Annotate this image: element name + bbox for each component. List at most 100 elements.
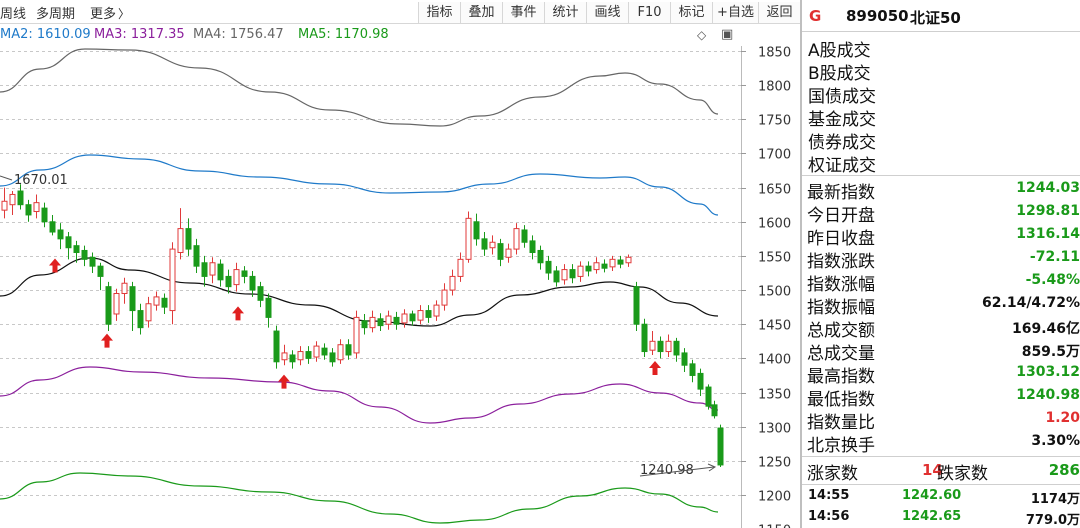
candle (217, 259, 224, 287)
draw-line-button[interactable]: 画线 (586, 2, 628, 23)
candle-body (601, 263, 608, 269)
y-tick-label: 1750 (758, 114, 791, 129)
tick-price: 1242.60 (902, 488, 962, 503)
indicator-button[interactable]: 指标 (418, 2, 460, 23)
y-tick-label: 1450 (758, 319, 791, 334)
chevron-right-icon: 〉 (118, 7, 131, 21)
stat-value: 1244.03 (1016, 180, 1080, 196)
candle (449, 269, 456, 296)
event-button[interactable]: 事件 (502, 2, 544, 23)
candle-body (41, 207, 48, 223)
grid-lines (0, 51, 741, 496)
candle-body (697, 372, 704, 390)
back-button[interactable]: 返回 (758, 2, 800, 23)
candle-body (633, 286, 640, 325)
candle-body (97, 265, 104, 277)
candle-body (705, 386, 712, 407)
candle (193, 238, 200, 273)
candle (369, 310, 376, 333)
candle-body (81, 249, 88, 260)
stat-label: 指数涨跌 (807, 252, 875, 272)
ma3-line (0, 366, 719, 424)
y-tick-label: 1650 (758, 183, 791, 198)
candle (689, 359, 696, 383)
candle (17, 184, 24, 210)
index-name: 北证50 (910, 9, 961, 27)
candle (705, 384, 712, 410)
candle (497, 238, 504, 267)
candle (25, 199, 32, 222)
stat-value: 3.30% (1031, 433, 1080, 449)
add-watchlist-button[interactable]: +自选 (712, 2, 758, 23)
candle (1, 187, 8, 219)
candle-body (105, 286, 112, 325)
index-code: 899050 (846, 7, 909, 25)
candle-body (361, 320, 368, 329)
candle-body (457, 258, 464, 277)
candle (649, 331, 656, 355)
candle (169, 242, 176, 325)
mark-button[interactable]: 标记 (670, 2, 712, 23)
candle (313, 341, 320, 362)
candle-body (281, 352, 288, 361)
buy-arrow-icon (232, 306, 244, 321)
stat-value: 1.20 (1045, 410, 1080, 426)
candle-body (385, 315, 392, 325)
candle-body (401, 313, 408, 324)
candle-body (137, 310, 144, 329)
candle-body (513, 228, 520, 250)
candle-body (489, 241, 496, 249)
tick-time: 14:55 (808, 488, 850, 503)
buy-arrow-icon (649, 360, 661, 375)
y-tick-label: 1850 (758, 46, 791, 61)
f10-button[interactable]: F10 (628, 2, 670, 23)
candle (521, 225, 528, 248)
stat-value: -72.11 (1029, 249, 1080, 265)
candle (57, 223, 64, 250)
candle-body (193, 245, 200, 267)
y-tick-label: 1600 (758, 217, 791, 232)
candle (265, 293, 272, 328)
candle (9, 191, 16, 215)
buy-arrow-icon (49, 258, 61, 273)
more-menu[interactable]: 更多〉 (90, 3, 130, 22)
more-label: 更多 (90, 7, 117, 22)
candle-body (289, 354, 296, 363)
candle (385, 310, 392, 330)
moving-average-lines (0, 48, 719, 524)
high-price-label: 1670.01 (14, 173, 68, 188)
candle-body (145, 303, 152, 322)
candle (457, 252, 464, 282)
candle-body (209, 262, 216, 276)
candle-body (521, 229, 528, 243)
diamond-icon[interactable]: ◇ (697, 28, 707, 42)
window-icon[interactable]: ▣ (721, 27, 734, 42)
candle (321, 343, 328, 360)
candle (121, 277, 128, 304)
candle (289, 350, 296, 369)
candle (41, 202, 48, 228)
statistics-button[interactable]: 统计 (544, 2, 586, 23)
stat-label: 最低指数 (807, 390, 875, 410)
candle (617, 255, 624, 269)
candle-body (585, 265, 592, 272)
period-weekly-tab[interactable]: 周线 (0, 7, 27, 22)
candle-body (481, 238, 488, 250)
candle-body (665, 340, 672, 353)
high-pointer-line (0, 175, 13, 181)
candle (465, 211, 472, 263)
ma5-line (0, 472, 719, 524)
trade-type-item: 基金成交 (808, 110, 876, 130)
candlestick-chart[interactable]: 1850 1800 1750 1700 1650 1600 1550 1500 1450 1400… (0, 24, 800, 528)
candle (473, 213, 480, 246)
candle (33, 194, 40, 219)
moving-average-legend: MA2: 1610.09 MA3: 1317.35 MA4: 1756.47 M… (0, 25, 720, 45)
multi-period-tab[interactable]: 多周期 (36, 7, 76, 22)
candle-body (25, 204, 32, 216)
ma4-value: MA4: 1756.47 (193, 27, 284, 42)
overlay-button[interactable]: 叠加 (460, 2, 502, 23)
candle-body (545, 260, 552, 274)
candle-body (121, 282, 128, 294)
candle-body (313, 345, 320, 358)
candle (711, 400, 718, 419)
